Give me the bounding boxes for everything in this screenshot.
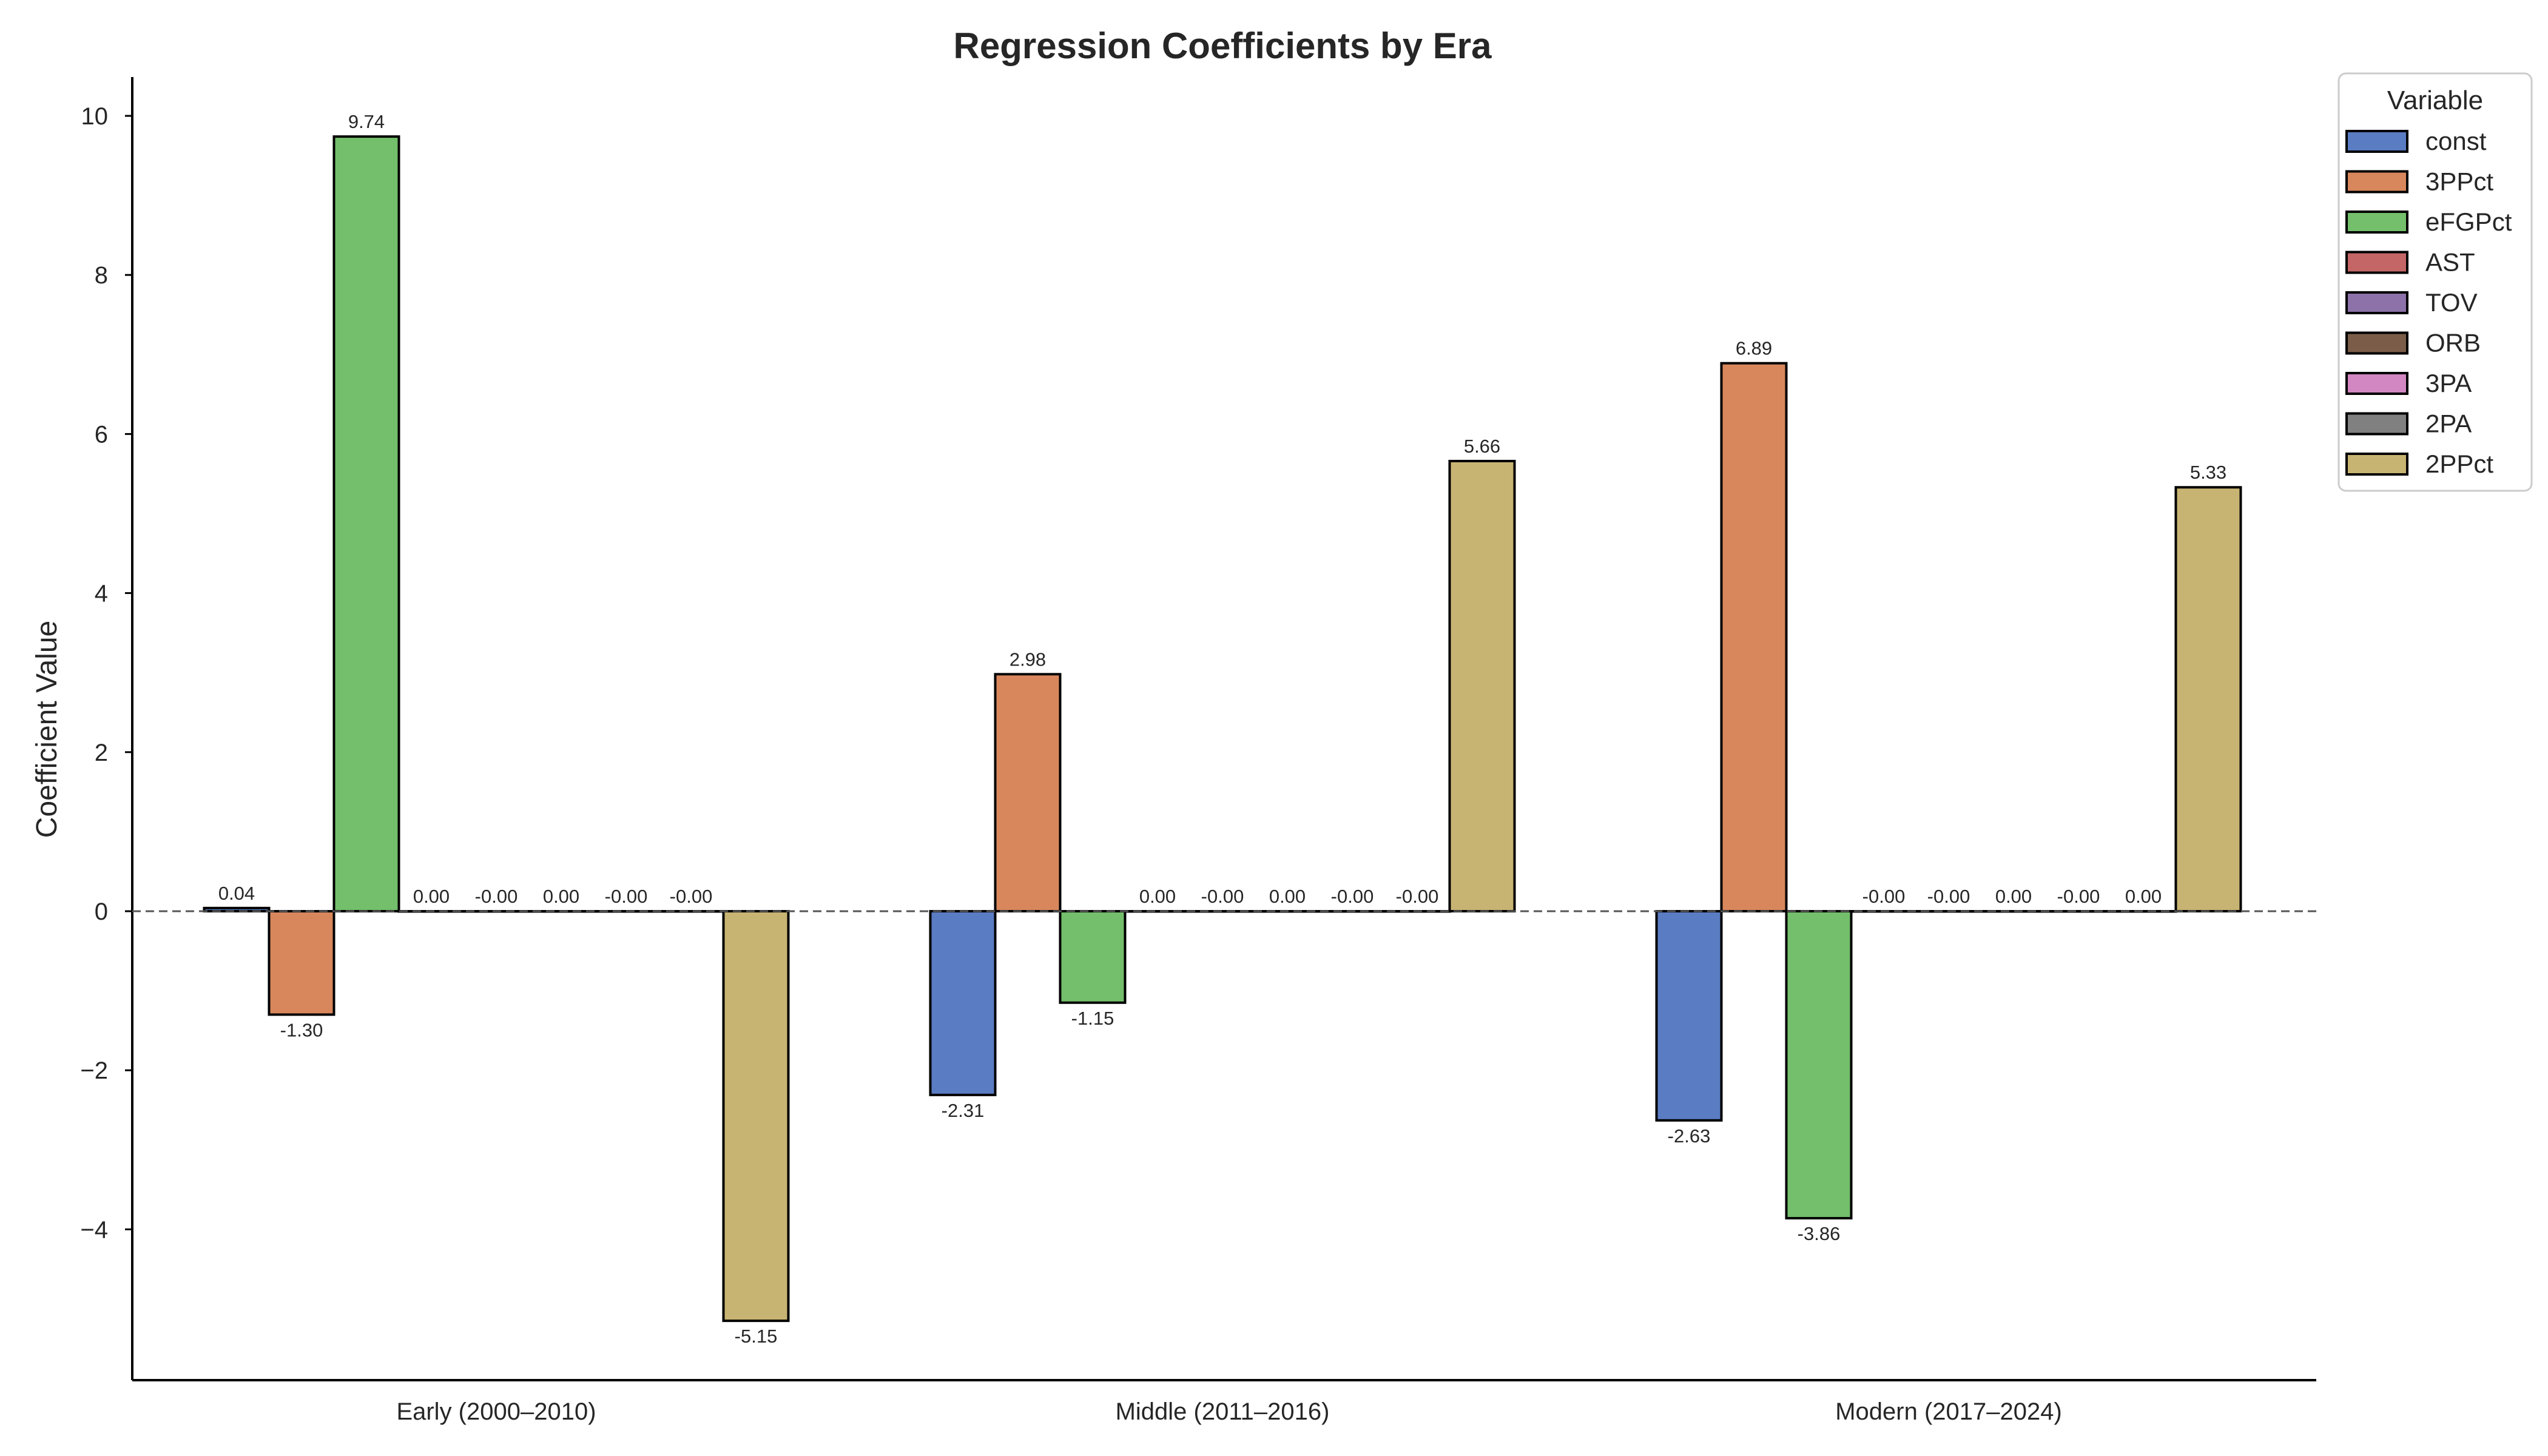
data-label: -5.15 — [735, 1326, 778, 1347]
legend-label-const: const — [2425, 127, 2487, 155]
legend-title: Variable — [2387, 86, 2483, 115]
legend-label-3PA: 3PA — [2425, 369, 2472, 397]
bar-3PPct-1 — [994, 673, 1062, 913]
y-tick-label: 0 — [95, 898, 108, 925]
data-label: 0.00 — [2125, 886, 2162, 907]
data-label: -2.31 — [942, 1100, 985, 1121]
y-tick-label: 2 — [95, 740, 108, 766]
data-label: -1.15 — [1071, 1008, 1114, 1029]
data-label: 0.00 — [1139, 886, 1176, 907]
x-tick-label: Modern (2017–2024) — [1835, 1398, 2062, 1425]
bar-2PPct-1 — [1448, 459, 1516, 912]
data-label: 9.74 — [348, 111, 385, 132]
plot-area: −4 −2 0 2 4 6 8 10 0.04 -2.31 -2.63 -1.30 2.98 6.89 9.… — [80, 77, 2316, 1425]
y-tick-label: −4 — [80, 1216, 108, 1243]
chart-title: Regression Coefficients by Era — [954, 25, 1492, 66]
legend-items: const 3PPct eFGPct AST TOV ORB 3PA 2PA 2PPct — [2345, 127, 2512, 478]
data-label: 0.00 — [1269, 886, 1306, 907]
legend-swatch-eFGPct — [2345, 211, 2408, 234]
data-label: -0.00 — [605, 886, 648, 907]
y-axis-label: Coefficient Value — [31, 621, 63, 838]
data-label: -0.00 — [1396, 886, 1439, 907]
legend-label-eFGPct: eFGPct — [2425, 207, 2512, 236]
legend-label-AST: AST — [2425, 248, 2475, 277]
bar-eFGPct-1 — [1059, 910, 1127, 1004]
y-tick-label: 6 — [95, 421, 108, 448]
legend-swatch-2PPct — [2345, 453, 2408, 476]
data-label: -0.00 — [1862, 886, 1906, 907]
bar-2PPct-2 — [2174, 486, 2242, 912]
x-tick-label: Middle (2011–2016) — [1116, 1398, 1330, 1425]
legend-swatch-ORB — [2345, 331, 2408, 355]
legend-label-2PA: 2PA — [2425, 410, 2472, 438]
legend-swatch-AST — [2345, 251, 2408, 274]
data-label: -0.00 — [1331, 886, 1374, 907]
data-label: -1.30 — [280, 1019, 323, 1040]
data-label: 2.98 — [1009, 649, 1046, 670]
data-label: -0.00 — [2057, 886, 2100, 907]
y-tick-label: 8 — [95, 262, 108, 289]
data-label: -0.00 — [1927, 886, 1970, 907]
data-label: 0.00 — [1995, 886, 2032, 907]
y-tick-label: 4 — [95, 581, 108, 607]
legend-swatch-const — [2345, 130, 2408, 153]
y-tick-label: 10 — [81, 103, 109, 130]
x-tick-label: Early (2000–2010) — [396, 1398, 596, 1425]
bar-3PPct-2 — [1720, 362, 1788, 912]
legend-label-TOV: TOV — [2425, 288, 2478, 317]
bar-2PPct-0 — [722, 910, 790, 1323]
legend-label-2PPct: 2PPct — [2425, 450, 2493, 478]
bar-3PPct-0 — [268, 910, 335, 1016]
data-label: -2.63 — [1668, 1125, 1711, 1147]
legend-label-ORB: ORB — [2425, 329, 2481, 357]
legend-swatch-2PA — [2345, 412, 2408, 436]
legend-label-3PPct: 3PPct — [2425, 167, 2493, 196]
legend-swatch-3PPct — [2345, 170, 2408, 194]
bar-eFGPct-2 — [1785, 910, 1853, 1220]
data-label: 5.66 — [1464, 436, 1500, 457]
data-label: -0.00 — [1201, 886, 1244, 907]
data-label: -0.00 — [475, 886, 518, 907]
bar-const-1 — [929, 910, 997, 1096]
legend-swatch-TOV — [2345, 291, 2408, 314]
data-label: -0.00 — [670, 886, 713, 907]
legend: Variable const 3PPct eFGPct AST TOV ORB 3PA 2PA… — [2337, 72, 2533, 492]
data-label: 6.89 — [1736, 338, 1772, 359]
data-label: -3.86 — [1798, 1223, 1841, 1244]
y-tick-label: −2 — [80, 1057, 108, 1084]
bar-const-2 — [1655, 910, 1723, 1122]
bar-eFGPct-0 — [332, 135, 400, 912]
data-label: 5.33 — [2190, 462, 2226, 483]
legend-swatch-3PA — [2345, 372, 2408, 395]
data-label: 0.00 — [413, 886, 450, 907]
bar-const-0 — [203, 906, 271, 912]
data-label: 0.00 — [543, 886, 579, 907]
data-label: 0.04 — [218, 883, 255, 904]
